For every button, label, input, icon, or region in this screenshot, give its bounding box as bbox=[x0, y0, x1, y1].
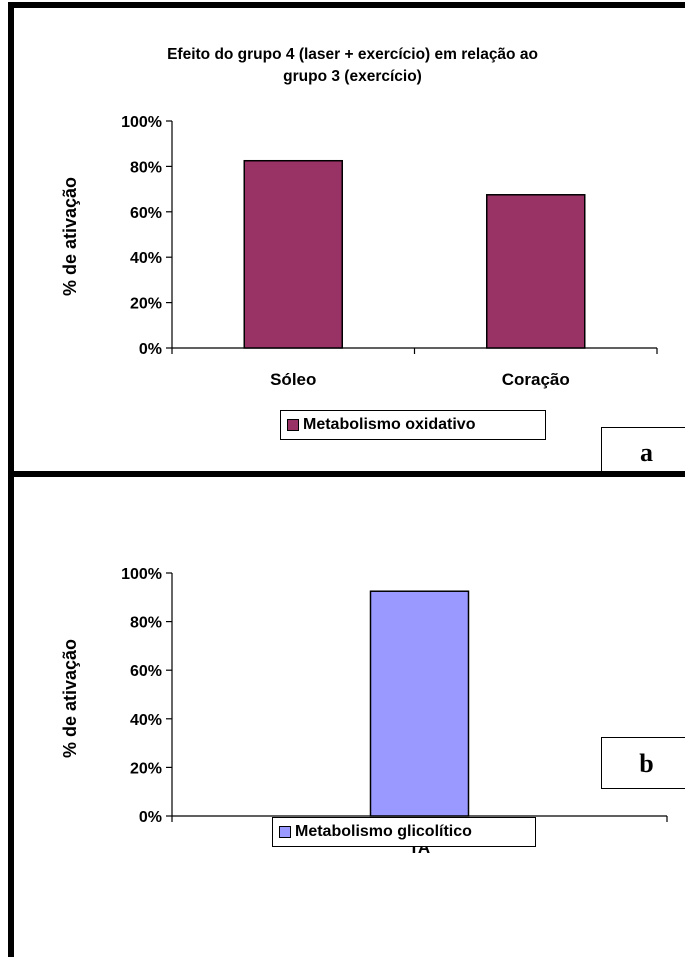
y-tick-label: 40% bbox=[130, 712, 162, 729]
y-tick-label: 80% bbox=[130, 615, 162, 632]
y-tick-label: 20% bbox=[130, 760, 162, 777]
bar-coracao bbox=[486, 194, 586, 349]
panel-label-a: a bbox=[601, 427, 685, 477]
legend-swatch-glicolitico bbox=[279, 826, 291, 838]
figure-frame: Efeito do grupo 4 (laser + exercício) em… bbox=[8, 2, 685, 957]
legend-label-glicolitico: Metabolismo glicolítico bbox=[295, 823, 472, 840]
y-tick-label: 60% bbox=[130, 205, 162, 222]
chart-a-title-line-2: grupo 3 (exercício) bbox=[283, 68, 422, 85]
y-tick-label: 40% bbox=[130, 250, 162, 267]
panel-b: % de ativação 0% 20% 40% 60% 80% 100% TA Metab… bbox=[8, 471, 685, 957]
bar-soleo bbox=[243, 159, 343, 349]
chart-b-legend: Metabolismo glicolítico bbox=[272, 817, 536, 847]
y-tick-label: 0% bbox=[139, 341, 162, 358]
y-tick-label: 80% bbox=[130, 159, 162, 176]
x-category-label-coracao: Coração bbox=[502, 370, 570, 389]
y-tick-label: 100% bbox=[121, 566, 162, 583]
chart-a-title-line-1: Efeito do grupo 4 (laser + exercício) em… bbox=[167, 46, 538, 63]
chart-a-legend: Metabolismo oxidativo bbox=[280, 410, 546, 440]
y-tick-label: 100% bbox=[121, 114, 162, 131]
y-tick-label: 0% bbox=[139, 809, 162, 826]
chart-b-plot: 0%20%40%60%80%100%TA bbox=[121, 566, 668, 857]
legend-label-oxidativo: Metabolismo oxidativo bbox=[303, 416, 476, 433]
chart-a-title: Efeito do grupo 4 (laser + exercício) em… bbox=[14, 44, 685, 88]
panel-label-b: b bbox=[601, 737, 685, 789]
x-category-label-soleo: Sóleo bbox=[270, 370, 316, 389]
y-tick-label: 60% bbox=[130, 663, 162, 680]
panel-a: Efeito do grupo 4 (laser + exercício) em… bbox=[8, 2, 685, 477]
chart-a-plot: 0% 20% 40% 60% 80% 100% Sóleo Coração bbox=[121, 114, 658, 389]
y-tick-label: 20% bbox=[130, 296, 162, 313]
bar-ta bbox=[369, 590, 470, 817]
legend-swatch-oxidativo bbox=[287, 419, 299, 431]
